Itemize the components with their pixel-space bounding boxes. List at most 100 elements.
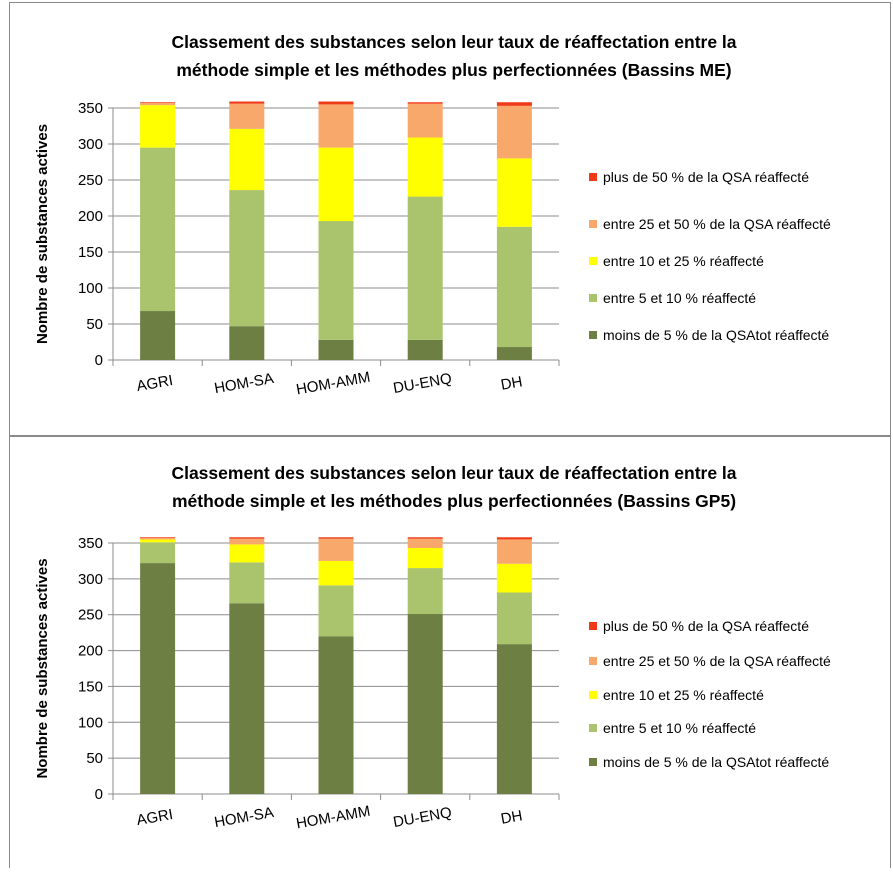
bar-segment — [407, 613, 443, 794]
bar-segment — [318, 147, 354, 222]
legend-label: entre 5 et 10 % réaffecté — [603, 290, 756, 306]
bar-segment — [318, 538, 354, 561]
bar-segment — [407, 568, 443, 614]
chart-gp5: Classement des substances selon leur tau… — [34, 463, 831, 833]
bar-segment — [140, 563, 176, 794]
bar-segment — [407, 103, 443, 138]
bar-segment — [407, 548, 443, 569]
legend-label: plus de 50 % de la QSA réaffecté — [603, 618, 809, 634]
bar-segment — [496, 105, 532, 159]
legend-label: moins de 5 % de la QSAtot réaffecté — [603, 754, 829, 770]
y-tick-label: 150 — [78, 678, 103, 695]
y-tick-label: 200 — [78, 643, 103, 660]
bar-segment — [407, 196, 443, 340]
x-tick-label: HOM-SA — [213, 370, 275, 397]
legend-swatch — [589, 220, 597, 228]
bar-segment — [318, 585, 354, 637]
bar-segment — [318, 560, 354, 586]
x-tick-label: DH — [499, 373, 523, 394]
y-tick-label: 350 — [78, 100, 103, 117]
bar-segment — [140, 311, 176, 360]
chart-title-line2: méthode simple et les méthodes plus perf… — [172, 491, 736, 511]
legend-label: entre 10 et 25 % réaffecté — [603, 253, 764, 269]
chart-panel-me: Classement des substances selon leur tau… — [9, 2, 891, 436]
legend-swatch — [589, 657, 597, 665]
bar-segment — [229, 103, 265, 129]
bar-segment — [496, 592, 532, 645]
bar-segment — [318, 221, 354, 340]
bar-segment — [229, 326, 265, 360]
y-tick-label: 350 — [78, 535, 103, 552]
y-tick-label: 0 — [95, 352, 103, 369]
x-tick-label: AGRI — [135, 372, 174, 395]
bar-segment — [229, 544, 265, 563]
bar-segment — [407, 538, 443, 549]
bar-segment — [229, 101, 265, 104]
bar-segment — [140, 147, 176, 312]
legend-label: plus de 50 % de la QSA réaffecté — [603, 169, 809, 185]
y-tick-label: 0 — [95, 786, 103, 803]
bar-segment — [407, 137, 443, 197]
bar-segment — [229, 603, 265, 794]
x-tick-label: DU-ENQ — [392, 804, 453, 831]
legend-label: entre 10 et 25 % réaffecté — [603, 687, 764, 703]
bar-segment — [496, 102, 532, 106]
legend-swatch — [589, 691, 597, 699]
y-tick-label: 100 — [78, 280, 103, 297]
bar-segment — [496, 537, 532, 540]
bar-segment — [496, 644, 532, 794]
bar-segment — [140, 539, 176, 543]
bar-segment — [407, 339, 443, 360]
bar-segment — [229, 562, 265, 604]
bar-segment — [318, 101, 354, 105]
bar-segment — [318, 104, 354, 148]
bar-segment — [229, 538, 265, 545]
bar-segment — [140, 542, 176, 564]
bar-segment — [318, 537, 354, 539]
bar-segment — [496, 226, 532, 348]
bar-segment — [140, 537, 176, 538]
bar-segment — [140, 102, 176, 103]
chart-title-line1: Classement des substances selon leur tau… — [171, 463, 736, 483]
legend-swatch — [589, 758, 597, 766]
bar-segment — [140, 537, 176, 540]
y-tick-label: 150 — [78, 244, 103, 261]
bar-segment — [496, 539, 532, 564]
x-tick-label: DH — [499, 807, 523, 828]
y-tick-label: 100 — [78, 714, 103, 731]
bar-segment — [496, 158, 532, 227]
x-tick-label: AGRI — [135, 806, 174, 829]
y-axis-label: Nombre de substances actives — [34, 124, 51, 344]
legend-label: moins de 5 % de la QSAtot réaffecté — [603, 327, 829, 343]
bar-segment — [140, 105, 176, 148]
legend-swatch — [589, 173, 597, 181]
legend-swatch — [589, 331, 597, 339]
x-tick-label: DU-ENQ — [392, 370, 453, 397]
x-tick-label: HOM-AMM — [295, 369, 372, 399]
bar-segment — [407, 537, 443, 539]
bar-segment — [407, 102, 443, 104]
y-tick-label: 50 — [86, 750, 103, 767]
chart-title-line2: méthode simple et les méthodes plus perf… — [176, 60, 731, 80]
legend-swatch — [589, 724, 597, 732]
bar-segment — [318, 636, 354, 794]
legend-label: entre 25 et 50 % de la QSA réaffecté — [603, 653, 831, 669]
chart-me: Classement des substances selon leur tau… — [34, 32, 831, 399]
bar-segment — [229, 190, 265, 327]
chart-title-line1: Classement des substances selon leur tau… — [171, 32, 736, 52]
y-tick-label: 300 — [78, 571, 103, 588]
legend-swatch — [589, 294, 597, 302]
y-axis-label: Nombre de substances actives — [34, 558, 51, 778]
bar-segment — [229, 537, 265, 539]
y-tick-label: 50 — [86, 316, 103, 333]
x-tick-label: HOM-SA — [213, 804, 275, 831]
legend-swatch — [589, 257, 597, 265]
bar-segment — [318, 339, 354, 360]
x-tick-label: HOM-AMM — [295, 803, 372, 833]
bar-segment — [140, 102, 176, 106]
legend-swatch — [589, 622, 597, 630]
legend-label: entre 5 et 10 % réaffecté — [603, 720, 756, 736]
y-tick-label: 300 — [78, 136, 103, 153]
bar-segment — [229, 128, 265, 191]
y-tick-label: 250 — [78, 607, 103, 624]
